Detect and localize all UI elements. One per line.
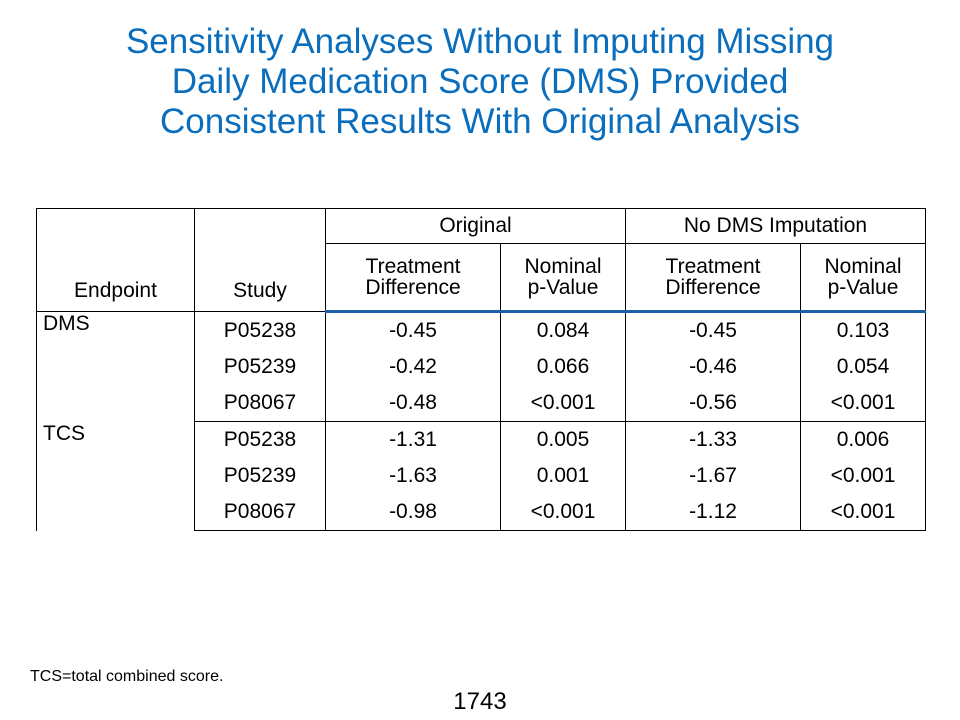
original-p-value-cell: 0.005: [500, 421, 626, 458]
header-study: Study: [194, 208, 326, 312]
endpoint-cell: DMS: [36, 311, 195, 422]
header-line: p-Value: [827, 276, 899, 299]
header-line: Nominal: [824, 255, 902, 278]
endpoint-cell: TCS: [36, 421, 195, 531]
header-nodms-nominal-p-value: Nominal p-Value: [800, 243, 926, 313]
nodms-treatment-difference-cell: -0.45: [625, 311, 801, 349]
study-cell: P05239: [194, 458, 326, 494]
original-treatment-difference-cell: -0.42: [325, 349, 501, 385]
header-group-original: Original: [325, 208, 626, 244]
header-endpoint: Endpoint: [36, 208, 195, 312]
table-row: P08067 -0.48 <0.001 -0.56 <0.001: [37, 385, 926, 422]
header-nodms-treatment-difference: Treatment Difference: [625, 243, 801, 313]
header-line: p-Value: [527, 276, 599, 299]
original-p-value-cell: 0.084: [500, 311, 626, 349]
nodms-treatment-difference-cell: -1.67: [625, 458, 801, 494]
original-treatment-difference-cell: -0.48: [325, 385, 501, 422]
nodms-p-value-cell: 0.006: [800, 421, 926, 458]
table-row: P05239 -0.42 0.066 -0.46 0.054: [37, 349, 926, 385]
nodms-treatment-difference-cell: -1.33: [625, 421, 801, 458]
footnote: TCS=total combined score.: [30, 668, 224, 685]
study-cell: P08067: [194, 385, 326, 422]
title-line-3: Consistent Results With Original Analysi…: [160, 102, 800, 141]
nodms-p-value-cell: 0.103: [800, 311, 926, 349]
header-line: Difference: [665, 276, 761, 299]
study-cell: P05239: [194, 349, 326, 385]
study-cell: P05238: [194, 421, 326, 458]
original-p-value-cell: 0.001: [500, 458, 626, 494]
table-row: TCS P05238 -1.31 0.005 -1.33 0.006: [36, 421, 926, 531]
original-treatment-difference-cell: -0.45: [325, 311, 501, 349]
header-original-nominal-p-value: Nominal p-Value: [500, 243, 626, 313]
original-p-value-cell: <0.001: [500, 385, 626, 422]
original-p-value-cell: 0.066: [500, 349, 626, 385]
page-number: 1743: [453, 688, 507, 715]
title-line-1: Sensitivity Analyses Without Imputing Mi…: [125, 22, 835, 61]
nodms-p-value-cell: 0.054: [800, 349, 926, 385]
header-line: Difference: [365, 276, 461, 299]
nodms-p-value-cell: <0.001: [800, 494, 926, 531]
nodms-p-value-cell: <0.001: [800, 458, 926, 494]
original-treatment-difference-cell: -1.31: [325, 421, 501, 458]
table-row: P08067 -0.98 <0.001 -1.12 <0.001: [37, 494, 926, 531]
title-line-2: Daily Medication Score (DMS) Provided: [171, 62, 789, 101]
study-cell: P08067: [194, 494, 326, 531]
header-line: Nominal: [524, 255, 602, 278]
nodms-p-value-cell: <0.001: [800, 385, 926, 422]
study-cell: P05238: [194, 311, 326, 349]
nodms-treatment-difference-cell: -0.56: [625, 385, 801, 422]
original-treatment-difference-cell: -0.98: [325, 494, 501, 531]
header-line: Treatment: [365, 255, 461, 278]
table-row: DMS P05238 -0.45 0.084 -0.45 0.103: [36, 311, 926, 422]
header-original-treatment-difference: Treatment Difference: [325, 243, 501, 313]
slide-title: Sensitivity Analyses Without Imputing Mi…: [40, 22, 920, 142]
results-table: Endpoint Study Original No DMS Imputatio…: [36, 208, 926, 531]
nodms-treatment-difference-cell: -1.12: [625, 494, 801, 531]
header-group-no-dms-imputation: No DMS Imputation: [625, 208, 926, 244]
table-row: P05239 -1.63 0.001 -1.67 <0.001: [37, 458, 926, 494]
original-p-value-cell: <0.001: [500, 494, 626, 531]
header-line: Treatment: [665, 255, 761, 278]
nodms-treatment-difference-cell: -0.46: [625, 349, 801, 385]
original-treatment-difference-cell: -1.63: [325, 458, 501, 494]
